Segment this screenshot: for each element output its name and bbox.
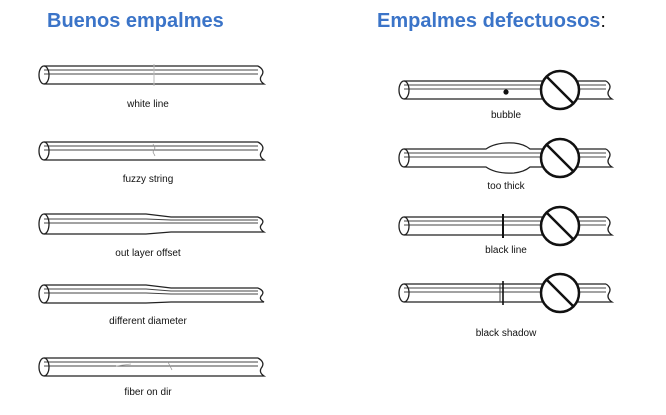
good-splices-heading: Buenos empalmes <box>47 10 224 33</box>
label-black-line: black line <box>485 245 527 256</box>
fiber-diagram-out-layer-offset <box>38 213 267 235</box>
label-fiber-on-dir: fiber on dir <box>124 387 172 398</box>
fiber-diagram-fuzzy-string <box>38 141 267 161</box>
label-fuzzy-string: fuzzy string <box>122 174 174 185</box>
fiber-diagram-black-shadow <box>398 272 615 314</box>
prohibited-icon-bubble <box>539 69 581 111</box>
bad-splices-heading: Empalmes defectuosos: <box>377 10 606 33</box>
good-splices-title: Buenos empalmes <box>47 10 224 32</box>
label-white-line: white line <box>127 99 169 110</box>
label-black-shadow: black shadow <box>475 328 537 339</box>
fiber-diagram-black-line <box>398 205 615 247</box>
bad-splices-title: Empalmes defectuosos <box>377 10 601 32</box>
fiber-diagram-white-line <box>38 64 267 86</box>
fiber-diagram-fiber-on-dir <box>38 357 267 377</box>
label-different-diameter: different diameter <box>109 316 187 327</box>
heading-colon: : <box>600 10 606 32</box>
label-too-thick: too thick <box>487 181 525 192</box>
fiber-diagram-bubble <box>398 69 615 111</box>
prohibited-icon-black-line <box>539 205 581 247</box>
prohibited-icon-black-shadow <box>539 272 581 314</box>
label-bubble: bubble <box>490 110 522 121</box>
prohibited-icon-too-thick <box>539 137 581 179</box>
fiber-diagram-too-thick <box>398 137 615 179</box>
label-out-layer-offset: out layer offset <box>115 248 181 259</box>
fiber-diagram-different-diameter <box>38 284 265 304</box>
